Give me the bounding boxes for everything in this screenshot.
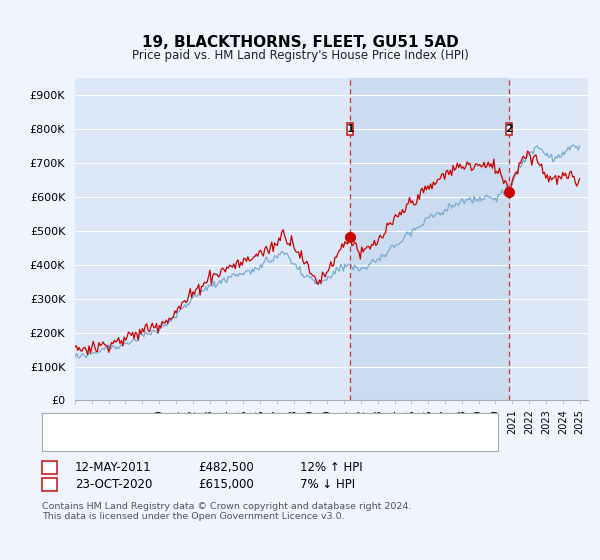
- Text: 1: 1: [346, 124, 354, 134]
- Text: Price paid vs. HM Land Registry's House Price Index (HPI): Price paid vs. HM Land Registry's House …: [131, 49, 469, 62]
- Text: £482,500: £482,500: [198, 461, 254, 474]
- Text: 1: 1: [46, 463, 53, 473]
- Text: 7% ↓ HPI: 7% ↓ HPI: [300, 478, 355, 491]
- FancyBboxPatch shape: [347, 123, 353, 136]
- Text: HPI: Average price, detached house, Hart: HPI: Average price, detached house, Hart: [114, 435, 344, 445]
- Text: Contains HM Land Registry data © Crown copyright and database right 2024.
This d: Contains HM Land Registry data © Crown c…: [42, 502, 412, 521]
- Text: 12% ↑ HPI: 12% ↑ HPI: [300, 461, 362, 474]
- Text: 23-OCT-2020: 23-OCT-2020: [75, 478, 152, 491]
- Text: 2: 2: [505, 124, 513, 134]
- Text: £615,000: £615,000: [198, 478, 254, 491]
- Text: 19, BLACKTHORNS, FLEET, GU51 5AD: 19, BLACKTHORNS, FLEET, GU51 5AD: [142, 35, 458, 50]
- Text: 19, BLACKTHORNS, FLEET, GU51 5AD (detached house): 19, BLACKTHORNS, FLEET, GU51 5AD (detach…: [114, 418, 425, 428]
- FancyBboxPatch shape: [506, 123, 512, 136]
- Text: 2: 2: [46, 479, 53, 489]
- Bar: [350, 78, 509, 400]
- Text: 12-MAY-2011: 12-MAY-2011: [75, 461, 152, 474]
